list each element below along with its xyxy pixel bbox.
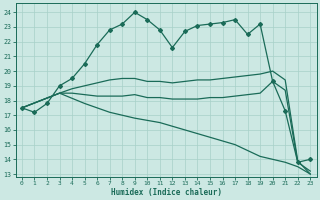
- X-axis label: Humidex (Indice chaleur): Humidex (Indice chaleur): [111, 188, 221, 197]
